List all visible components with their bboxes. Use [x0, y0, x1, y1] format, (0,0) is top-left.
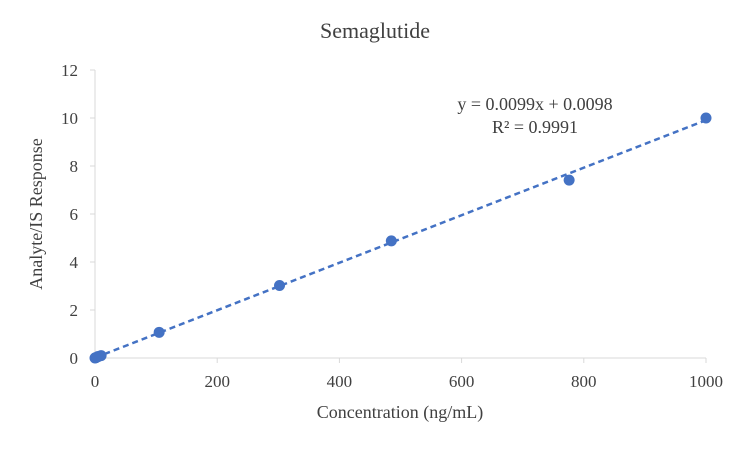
data-points [89, 112, 712, 364]
x-tick-label: 200 [204, 372, 230, 391]
y-axis-ticks: 0 2 4 6 8 10 12 [61, 61, 95, 368]
x-tick-label: 1000 [689, 372, 723, 391]
data-point [385, 235, 397, 247]
y-tick-label: 4 [70, 253, 79, 272]
y-tick-label: 2 [70, 301, 79, 320]
trendline-equation: y = 0.0099x + 0.0098 [457, 94, 612, 114]
x-tick-label: 600 [449, 372, 475, 391]
trendline [94, 118, 707, 359]
y-tick-label: 0 [70, 349, 79, 368]
x-tick-label: 0 [91, 372, 100, 391]
y-tick-label: 6 [70, 205, 79, 224]
chart-title: Semaglutide [320, 18, 430, 43]
data-point [563, 174, 575, 186]
y-tick-label: 12 [61, 61, 78, 80]
y-tick-label: 10 [61, 109, 78, 128]
data-point [95, 350, 107, 362]
x-axis-ticks: 0 200 400 600 800 1000 [91, 358, 723, 391]
data-point [274, 280, 286, 292]
y-axis-label: Analyte/IS Response [26, 138, 46, 289]
x-tick-label: 400 [327, 372, 353, 391]
x-tick-label: 800 [571, 372, 597, 391]
x-axis-label: Concentration (ng/mL) [317, 402, 483, 423]
trendline-group [94, 118, 707, 359]
data-point [700, 112, 712, 124]
data-point [153, 326, 165, 338]
trendline-r2: R² = 0.9991 [492, 117, 578, 137]
y-tick-label: 8 [70, 157, 79, 176]
